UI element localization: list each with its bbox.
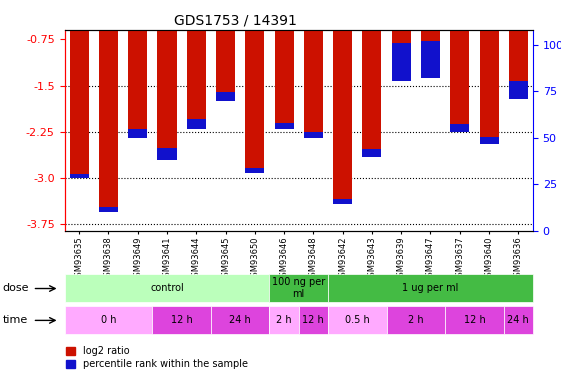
Bar [392,44,411,81]
Bar [128,0,147,138]
Text: 2 h: 2 h [408,315,424,325]
Bar [158,148,177,160]
Bar [509,81,528,99]
Bar [187,120,206,129]
Text: 1 ug per ml: 1 ug per ml [402,283,459,293]
Text: dose: dose [3,283,29,293]
Text: 0.5 h: 0.5 h [345,315,370,325]
Text: 100 ng per
ml: 100 ng per ml [272,277,325,298]
Bar [480,0,499,144]
Legend: log2 ratio, percentile rank within the sample: log2 ratio, percentile rank within the s… [62,342,252,373]
Bar [450,124,469,132]
Text: 24 h: 24 h [229,315,251,325]
Bar [245,168,264,173]
Bar [187,0,206,129]
Text: 12 h: 12 h [463,315,485,325]
Bar [216,0,235,101]
Bar [128,129,147,138]
Bar [362,149,381,156]
Text: time: time [3,315,28,325]
Bar [158,0,177,160]
Bar [216,92,235,101]
Bar [392,0,411,81]
Text: 12 h: 12 h [302,315,324,325]
Bar [304,0,323,138]
Bar [509,0,528,99]
Bar [362,0,381,156]
Bar [99,207,118,212]
Text: 2 h: 2 h [276,315,292,325]
Bar [333,0,352,204]
Text: 12 h: 12 h [171,315,192,325]
Bar [421,41,440,78]
Bar [245,0,264,173]
Bar [480,137,499,144]
Bar [70,0,89,178]
Text: 24 h: 24 h [508,315,529,325]
Text: control: control [150,283,184,293]
Bar [450,0,469,132]
Text: 0 h: 0 h [100,315,116,325]
Text: GDS1753 / 14391: GDS1753 / 14391 [174,13,297,27]
Bar [99,0,118,212]
Bar [70,174,89,178]
Bar [304,132,323,138]
Bar [274,123,293,129]
Bar [274,0,293,129]
Bar [333,198,352,204]
Bar [421,0,440,78]
